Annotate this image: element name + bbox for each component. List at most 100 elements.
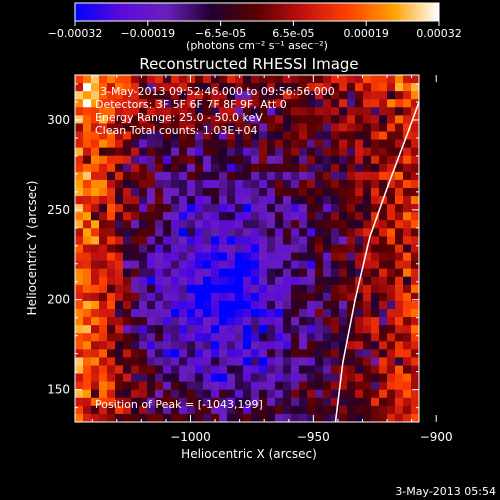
heatmap-cell [395,397,404,407]
heatmap-cell [339,196,348,205]
heatmap-cell [171,187,180,197]
heatmap-cell [139,139,148,149]
heatmap-cell [275,341,284,350]
heatmap-cell [147,196,156,205]
heatmap-cell [171,204,180,213]
heatmap-cell [75,83,84,92]
heatmap-cell [123,147,132,157]
heatmap-cell [83,341,92,350]
heatmap-cell [323,75,332,84]
heatmap-cell [139,325,148,334]
heatmap-cell [395,204,404,213]
heatmap-cell [115,107,124,116]
heatmap-cell [195,107,204,116]
heatmap-cell [315,139,324,149]
heatmap-cell [307,373,316,383]
heatmap-cell [115,300,124,310]
heatmap-cell [115,268,124,278]
heatmap-cell [387,187,396,197]
heatmap-cell [235,212,244,221]
heatmap-cell [211,365,220,375]
heatmap-cell [243,405,252,415]
heatmap-cell [403,397,412,407]
heatmap-cell [243,196,252,205]
heatmap-cell [195,333,204,342]
heatmap-cell [163,99,172,108]
heatmap-cell [331,341,340,350]
heatmap-cell [379,268,388,278]
heatmap-cell [283,357,292,367]
heatmap-cell [99,83,108,92]
heatmap-cell [259,75,268,84]
heatmap-cell [299,357,308,367]
heatmap-cell [171,397,180,407]
heatmap-cell [267,107,276,116]
heatmap-cell [275,300,284,310]
heatmap-cell [275,131,284,141]
heatmap-cell [219,389,228,399]
heatmap-cell [203,212,212,221]
heatmap-cell [115,228,124,237]
heatmap-cell [203,179,212,189]
heatmap-cell [339,115,348,125]
heatmap-cell [299,123,308,133]
heatmap-cell [131,389,140,399]
heatmap-cell [259,284,268,294]
heatmap-cell [211,397,220,407]
heatmap-cell [107,131,116,141]
heatmap-cell [275,365,284,375]
heatmap-cell [171,228,180,237]
heatmap-cell [403,389,412,399]
y-tick-label: 250 [47,203,70,217]
heatmap-cell [203,115,212,125]
heatmap-cell [131,123,140,133]
heatmap-cell [275,333,284,342]
heatmap-cell [299,284,308,294]
heatmap-cell [139,179,148,189]
heatmap-cell [307,123,316,133]
heatmap-cell [299,107,308,116]
heatmap-cell [219,333,228,342]
heatmap-cell [187,325,196,334]
heatmap-cell [307,163,316,173]
heatmap-cell [323,244,332,254]
heatmap-cell [315,228,324,237]
heatmap-cell [291,220,300,229]
heatmap-cell [155,373,164,383]
heatmap-cell [107,357,116,367]
heatmap-cell [355,357,364,367]
heatmap-cell [203,236,212,246]
heatmap-cell [227,155,236,165]
heatmap-cell [347,123,356,133]
heatmap-cell [291,236,300,246]
heatmap-cell [171,268,180,278]
heatmap-cell [267,381,276,391]
heatmap-cell [115,139,124,149]
heatmap-cell [163,83,172,92]
heatmap-cell [163,75,172,84]
heatmap-cell [371,228,380,237]
heatmap-cell [203,220,212,229]
heatmap-cell [211,325,220,334]
heatmap-cell [139,196,148,205]
heatmap-cell [163,405,172,415]
heatmap-cell [251,204,260,213]
heatmap-cell [283,212,292,221]
heatmap-cell [187,260,196,270]
heatmap-cell [203,196,212,205]
heatmap-cell [379,171,388,181]
heatmap-cell [395,171,404,181]
heatmap-cell [123,381,132,391]
heatmap-cell [331,244,340,254]
heatmap-cell [75,236,84,246]
heatmap-cell [147,397,156,407]
heatmap-cell [107,107,116,116]
heatmap-cell [315,365,324,375]
heatmap-cell [107,349,116,359]
heatmap-cell [83,99,92,108]
heatmap-cell [83,381,92,391]
heatmap-cell [347,268,356,278]
heatmap-cell [411,373,419,383]
heatmap-cell [315,300,324,310]
heatmap-cell [307,83,316,92]
